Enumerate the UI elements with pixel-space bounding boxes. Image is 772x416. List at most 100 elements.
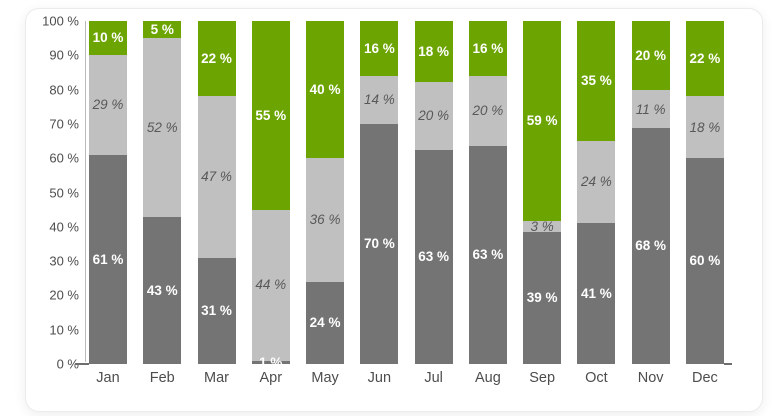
segment-light-gray-segment: 3 % xyxy=(523,218,562,234)
segment-light-gray-segment: 44 % xyxy=(251,209,290,361)
segment-green-segment: 35 % xyxy=(577,21,616,142)
x-axis-label-may: May xyxy=(311,370,339,386)
x-axis-label-jun: Jun xyxy=(367,370,392,386)
segment-light-gray-segment: 24 % xyxy=(577,141,616,224)
segment-green-segment: 10 % xyxy=(89,21,127,56)
segment-value-label: 5 % xyxy=(150,21,174,37)
segment-value-label: 63 % xyxy=(418,249,449,265)
x-axis-label-mar: Mar xyxy=(204,370,230,386)
plot-area: 61 % 29 % 10 % 43 % 52 % 5 % 31 % 47 % 22 % 1 % 44… xyxy=(89,21,724,369)
segment-value-label: 10 % xyxy=(92,30,124,46)
x-axis: Jan Feb Mar Apr May Jun Jul Aug Sep Oct Nov Dec xyxy=(89,370,724,387)
segment-value-label: 16 % xyxy=(472,40,504,56)
segment-dark-gray-segment: 60 % xyxy=(685,158,724,364)
segment-light-gray-segment: 20 % xyxy=(468,76,507,146)
y-axis-tick-label: 40 % xyxy=(49,219,79,235)
segment-value-label: 55 % xyxy=(255,107,287,123)
x-axis-label-aug: Aug xyxy=(474,370,501,386)
segment-value-label: 14 % xyxy=(363,92,395,108)
segment-dark-gray-segment: 24 % xyxy=(306,281,345,364)
segment-value-label: 24 % xyxy=(309,315,341,331)
segment-value-label: 68 % xyxy=(635,238,667,254)
segment-value-label: 61 % xyxy=(92,251,124,267)
segment-value-label: 20 % xyxy=(418,108,449,124)
segment-green-segment: 22 % xyxy=(197,21,236,97)
y-axis-tick-label: 10 % xyxy=(49,322,79,338)
segment-green-segment: 55 % xyxy=(251,21,290,210)
bar-nov: 68 % 11 % 20 % xyxy=(631,21,670,364)
bar-jul: 63 % 20 % 18 % xyxy=(414,21,453,364)
segment-green-segment: 59 % xyxy=(523,21,562,222)
segment-value-label: 40 % xyxy=(309,81,341,97)
segment-value-label: 36 % xyxy=(309,212,341,228)
y-axis-tick-label: 90 % xyxy=(49,47,79,63)
segment-green-segment: 5 % xyxy=(143,21,182,39)
segment-value-label: 16 % xyxy=(363,40,395,56)
bar-apr: 1 % 44 % 55 % xyxy=(251,21,290,369)
segment-value-label: 22 % xyxy=(689,50,721,66)
x-axis-label-dec: Dec xyxy=(692,370,718,386)
segment-green-segment: 16 % xyxy=(468,21,507,77)
segment-light-gray-segment: 47 % xyxy=(197,96,236,258)
x-axis-label-jul: Jul xyxy=(424,370,443,386)
segment-value-label: 39 % xyxy=(526,290,558,306)
x-axis-label-nov: Nov xyxy=(637,370,664,386)
segment-value-label: 22 % xyxy=(201,50,232,66)
segment-green-segment: 16 % xyxy=(360,21,399,76)
y-axis-line xyxy=(85,21,86,362)
segment-value-label: 11 % xyxy=(635,101,666,117)
segment-value-label: 29 % xyxy=(92,97,124,113)
segment-dark-gray-segment: 43 % xyxy=(143,216,182,364)
segment-value-label: 18 % xyxy=(689,119,721,135)
segment-light-gray-segment: 29 % xyxy=(89,55,127,155)
bar-aug: 63 % 20 % 16 % xyxy=(468,21,507,364)
segment-value-label: 63 % xyxy=(472,247,504,263)
y-axis-tick-label: 60 % xyxy=(49,150,79,166)
segment-dark-gray-segment: 1 % xyxy=(251,356,290,369)
y-axis-tick-label: 20 % xyxy=(49,287,79,303)
segment-dark-gray-segment: 70 % xyxy=(360,123,399,364)
segment-value-label: 47 % xyxy=(201,169,232,185)
segment-green-segment: 40 % xyxy=(306,21,345,159)
segment-value-label: 70 % xyxy=(363,236,395,252)
x-axis-label-sep: Sep xyxy=(529,370,556,386)
bar-feb: 43 % 52 % 5 % xyxy=(143,21,182,364)
segment-value-label: 59 % xyxy=(526,113,558,129)
x-axis-label-feb: Feb xyxy=(149,370,175,386)
segment-value-label: 52 % xyxy=(146,119,178,135)
segment-dark-gray-segment: 63 % xyxy=(414,150,453,364)
segment-dark-gray-segment: 41 % xyxy=(577,223,616,364)
x-axis-label-jan: Jan xyxy=(96,370,120,386)
segment-value-label: 3 % xyxy=(530,218,554,234)
segment-green-segment: 20 % xyxy=(631,21,670,91)
segment-light-gray-segment: 52 % xyxy=(143,38,182,217)
x-axis-label-oct: Oct xyxy=(585,370,608,386)
segment-value-label: 44 % xyxy=(255,277,287,293)
bar-dec: 60 % 18 % 22 % xyxy=(685,21,724,364)
segment-dark-gray-segment: 31 % xyxy=(197,257,236,364)
segment-value-label: 31 % xyxy=(201,303,232,319)
segment-value-label: 24 % xyxy=(581,174,612,190)
segment-dark-gray-segment: 61 % xyxy=(89,154,127,364)
y-axis-tick-label: 70 % xyxy=(49,116,79,132)
segment-value-label: 20 % xyxy=(635,47,667,63)
segment-dark-gray-segment: 63 % xyxy=(468,145,507,364)
x-axis-line xyxy=(75,363,89,365)
segment-value-label: 18 % xyxy=(418,43,449,59)
y-axis-tick-label: 0 % xyxy=(56,356,79,372)
y-axis-tick-label: 80 % xyxy=(49,82,79,98)
chart-card: 0 % 10 % 20 % 30 % 40 % 50 % 60 % 70 % 80 % 90 % 1… xyxy=(25,8,763,412)
segment-value-label: 20 % xyxy=(472,103,504,119)
segment-value-label: 35 % xyxy=(581,73,612,89)
x-axis-label-apr: Apr xyxy=(259,370,283,386)
bar-sep: 39 % 3 % 59 % xyxy=(523,21,562,364)
segment-light-gray-segment: 11 % xyxy=(631,90,670,129)
segment-value-label: 1 % xyxy=(259,354,283,370)
segment-dark-gray-segment: 39 % xyxy=(523,231,562,364)
bar-oct: 41 % 24 % 35 % xyxy=(577,21,616,364)
y-axis-tick-label: 50 % xyxy=(49,185,79,200)
y-axis-tick-label: 100 % xyxy=(42,13,79,29)
segment-light-gray-segment: 18 % xyxy=(685,96,724,159)
bar-jun: 70 % 14 % 16 % xyxy=(360,21,399,364)
segment-value-label: 43 % xyxy=(146,282,178,298)
